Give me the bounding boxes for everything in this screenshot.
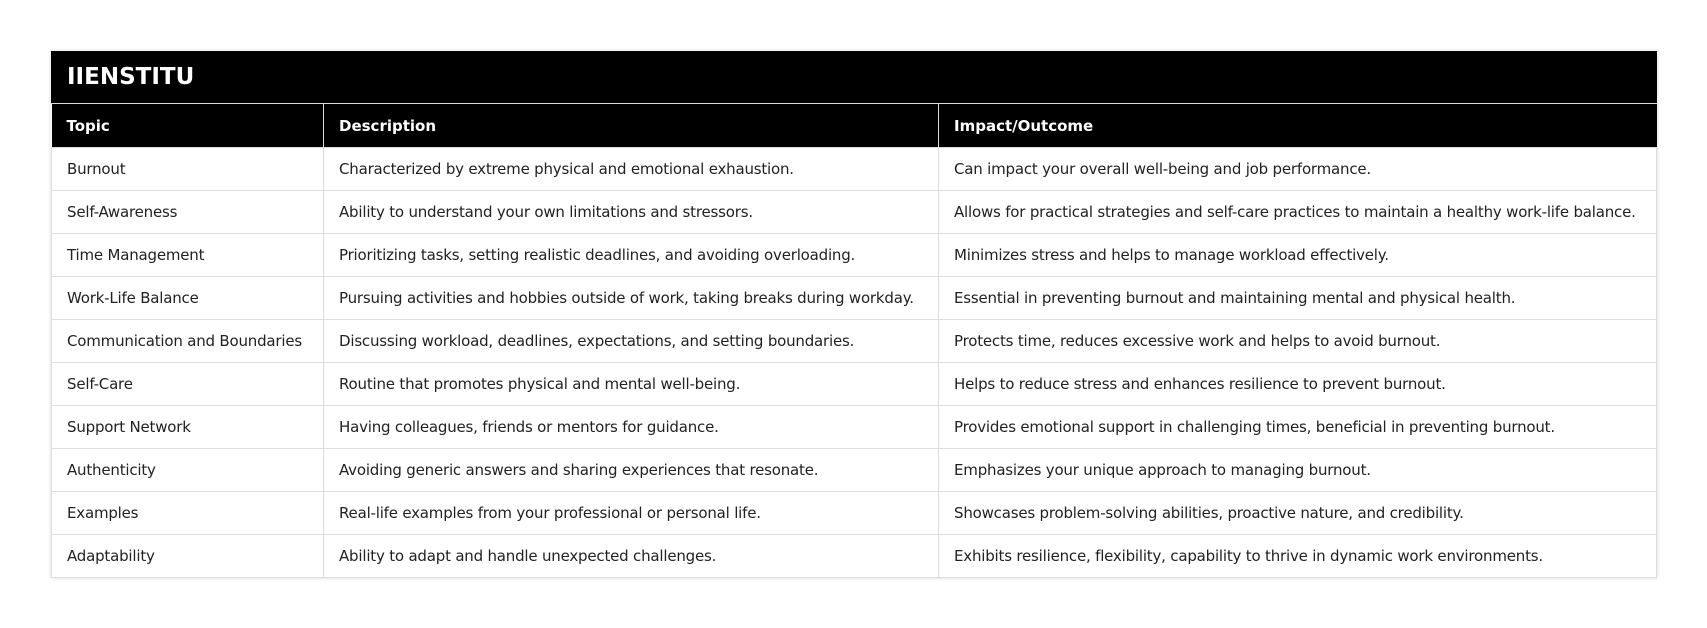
description-cell: Ability to understand your own limitatio…	[323, 190, 939, 234]
header-description: Description	[323, 104, 939, 148]
impact-cell: Exhibits resilience, flexibility, capabi…	[938, 534, 1657, 578]
description-cell: Prioritizing tasks, setting realistic de…	[323, 233, 939, 277]
topic-cell: Support Network	[51, 405, 324, 449]
info-table: Topic Description Impact/Outcome Burnout…	[51, 104, 1657, 578]
description-cell: Pursuing activities and hobbies outside …	[323, 276, 939, 320]
header-impact: Impact/Outcome	[938, 104, 1657, 148]
impact-cell: Helps to reduce stress and enhances resi…	[938, 362, 1657, 406]
impact-cell: Protects time, reduces excessive work an…	[938, 319, 1657, 363]
impact-cell: Showcases problem-solving abilities, pro…	[938, 491, 1657, 535]
topic-cell: Communication and Boundaries	[51, 319, 324, 363]
table-row: Work-Life Balance Pursuing activities and…	[51, 276, 1657, 320]
header-row: Topic Description Impact/Outcome	[51, 104, 1657, 148]
table-row: Examples Real-life examples from your pro…	[51, 491, 1657, 535]
impact-cell: Minimizes stress and helps to manage wor…	[938, 233, 1657, 277]
table-row: Adaptability Ability to adapt and handle …	[51, 534, 1657, 578]
table-row: Self-Awareness Ability to understand your…	[51, 190, 1657, 234]
table-row: Communication and Boundaries Discussing w…	[51, 319, 1657, 363]
topic-cell: Time Management	[51, 233, 324, 277]
description-cell: Ability to adapt and handle unexpected c…	[323, 534, 939, 578]
impact-cell: Can impact your overall well-being and j…	[938, 147, 1657, 191]
description-cell: Avoiding generic answers and sharing exp…	[323, 448, 939, 492]
table-row: Support Network Having colleagues, friend…	[51, 405, 1657, 449]
description-cell: Having colleagues, friends or mentors fo…	[323, 405, 939, 449]
table-row: Authenticity Avoiding generic answers and…	[51, 448, 1657, 492]
table-row: Burnout Characterized by extreme physical…	[51, 147, 1657, 191]
info-table-container: IIENSTITU Topic Description Impact/Outco…	[51, 51, 1657, 578]
table-row: Time Management Prioritizing tasks, setti…	[51, 233, 1657, 277]
header-topic: Topic	[51, 104, 324, 148]
topic-cell: Adaptability	[51, 534, 324, 578]
topic-cell: Examples	[51, 491, 324, 535]
description-cell: Real-life examples from your professiona…	[323, 491, 939, 535]
description-cell: Characterized by extreme physical and em…	[323, 147, 939, 191]
description-cell: Discussing workload, deadlines, expectat…	[323, 319, 939, 363]
topic-cell: Self-Awareness	[51, 190, 324, 234]
impact-cell: Provides emotional support in challengin…	[938, 405, 1657, 449]
impact-cell: Allows for practical strategies and self…	[938, 190, 1657, 234]
topic-cell: Burnout	[51, 147, 324, 191]
impact-cell: Essential in preventing burnout and main…	[938, 276, 1657, 320]
topic-cell: Work-Life Balance	[51, 276, 324, 320]
table-row: Self-Care Routine that promotes physical …	[51, 362, 1657, 406]
topic-cell: Authenticity	[51, 448, 324, 492]
description-cell: Routine that promotes physical and menta…	[323, 362, 939, 406]
topic-cell: Self-Care	[51, 362, 324, 406]
table-title: IIENSTITU	[51, 51, 1657, 104]
impact-cell: Emphasizes your unique approach to manag…	[938, 448, 1657, 492]
